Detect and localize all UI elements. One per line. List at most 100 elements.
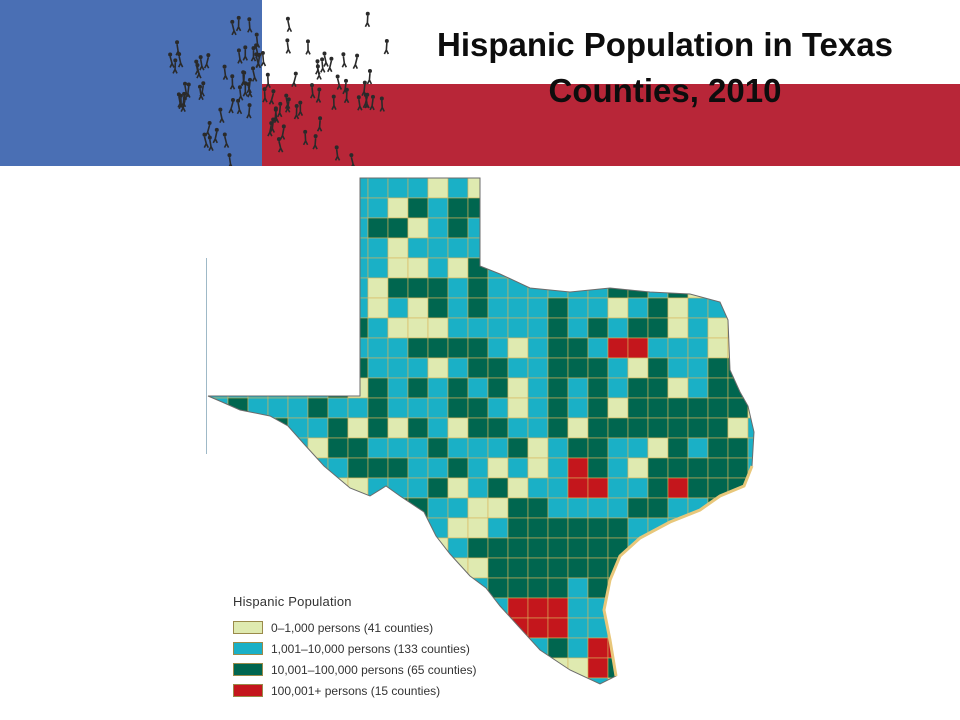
county-cell <box>247 317 269 339</box>
crowd-person <box>284 93 291 110</box>
county-cell <box>707 577 729 599</box>
county-cell <box>687 557 709 579</box>
county-cell <box>267 397 289 419</box>
county-cell <box>467 477 489 499</box>
county-cell <box>647 317 669 339</box>
county-cell <box>387 357 409 379</box>
county-cell <box>287 357 309 379</box>
county-cell <box>747 477 754 499</box>
county-cell <box>407 537 429 559</box>
county-cell <box>707 637 729 659</box>
county-cell <box>447 217 469 239</box>
county-cell <box>407 437 429 459</box>
county-cell <box>527 237 549 259</box>
county-cell <box>647 297 669 319</box>
county-cell <box>327 197 349 219</box>
county-cell <box>707 517 729 539</box>
county-cell <box>607 437 629 459</box>
crowd-person <box>176 92 183 108</box>
county-cell <box>487 317 509 339</box>
crowd-person <box>229 74 236 90</box>
county-cell <box>587 397 609 419</box>
county-cell <box>367 178 389 199</box>
crowd-silhouette-illustration <box>168 11 390 166</box>
crowd-person <box>291 71 298 88</box>
legend-label-low: 0–1,000 persons (41 counties) <box>271 620 434 635</box>
banner-red-stripe <box>262 84 960 166</box>
county-cell <box>208 637 229 659</box>
county-cell <box>667 457 689 479</box>
county-cell <box>208 617 229 639</box>
county-cell <box>607 317 629 339</box>
county-cell <box>667 357 689 379</box>
county-cell <box>727 557 749 579</box>
crowd-person <box>168 52 175 68</box>
county-cell <box>667 537 689 559</box>
county-cell <box>447 477 469 499</box>
crowd-person <box>230 19 237 36</box>
county-cell <box>307 537 329 559</box>
county-cell <box>267 217 289 239</box>
county-cell <box>687 577 709 599</box>
county-cell <box>507 517 529 539</box>
county-cell <box>567 677 589 684</box>
county-cell <box>287 217 309 239</box>
county-cell <box>247 557 269 579</box>
crowd-person <box>320 57 326 73</box>
county-cell <box>487 477 509 499</box>
county-cell <box>247 277 269 299</box>
county-cell <box>527 497 549 519</box>
county-cell <box>587 357 609 379</box>
crowd-person <box>315 87 322 103</box>
county-cell <box>667 237 689 259</box>
county-cell <box>247 517 269 539</box>
county-cell <box>527 437 549 459</box>
legend-item-mid: 1,001–10,000 persons (133 counties) <box>233 638 553 659</box>
county-cell <box>647 178 669 199</box>
county-cell <box>247 337 269 359</box>
county-cell <box>727 637 749 659</box>
crowd-person <box>276 137 284 153</box>
county-cell <box>527 257 549 279</box>
county-cell <box>667 477 689 499</box>
county-cell <box>547 178 569 199</box>
county-cell <box>587 297 609 319</box>
county-cell <box>507 257 529 279</box>
legend-title: Hispanic Population <box>233 594 352 609</box>
county-cell <box>667 317 689 339</box>
county-cell <box>208 337 229 359</box>
county-cell <box>507 297 529 319</box>
county-cell <box>687 597 709 619</box>
county-cell <box>367 497 389 519</box>
county-cell <box>487 217 509 239</box>
county-cell <box>467 237 489 259</box>
county-cell <box>327 317 349 339</box>
county-cell <box>367 237 389 259</box>
county-cell <box>307 497 329 519</box>
county-cell <box>367 557 389 579</box>
crowd-person <box>237 85 244 101</box>
county-cell <box>507 277 529 299</box>
county-cell <box>227 337 249 359</box>
county-cell <box>427 217 449 239</box>
crowd-person <box>207 135 214 151</box>
county-cell <box>287 237 309 259</box>
county-cell <box>647 257 669 279</box>
county-cell <box>347 457 369 479</box>
county-cell <box>327 297 349 319</box>
county-cell <box>647 677 669 684</box>
county-cell <box>287 178 309 199</box>
county-cell <box>547 257 569 279</box>
county-cell <box>567 457 589 479</box>
county-cell <box>607 657 629 679</box>
county-cell <box>407 377 429 399</box>
county-cell <box>567 437 589 459</box>
county-cell <box>707 457 729 479</box>
county-cell <box>287 457 309 479</box>
county-cell <box>687 657 709 679</box>
county-cell <box>747 657 754 679</box>
county-cell <box>667 257 689 279</box>
county-cell <box>707 337 729 359</box>
county-cell <box>627 237 649 259</box>
county-cell <box>687 457 709 479</box>
